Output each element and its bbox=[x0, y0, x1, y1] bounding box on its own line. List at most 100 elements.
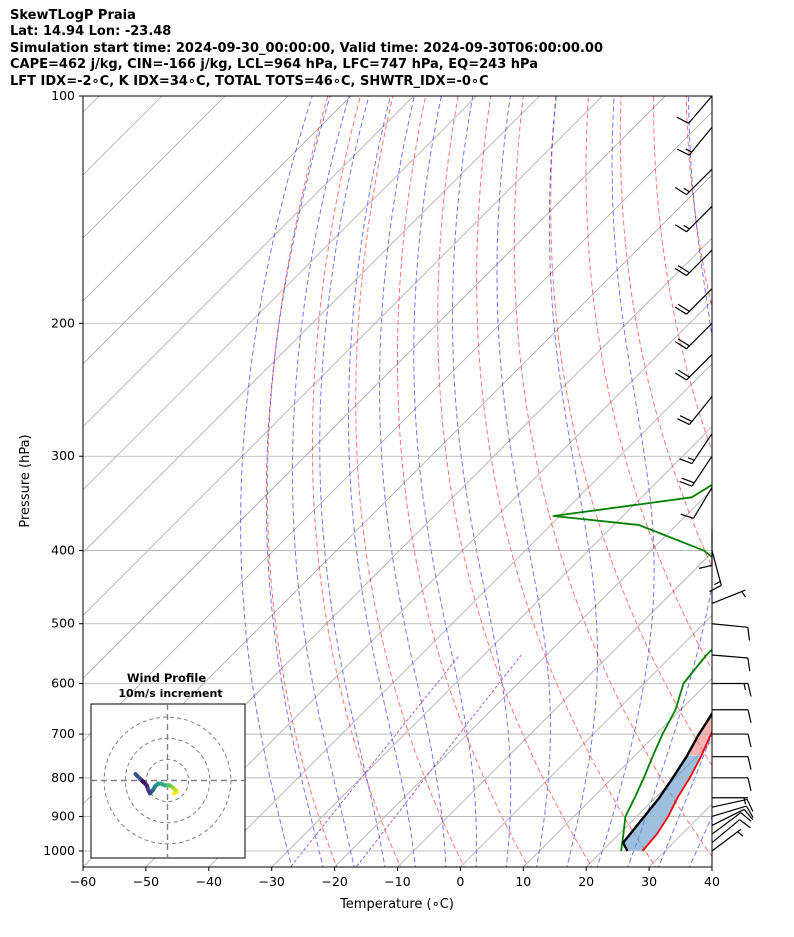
dry-adiabat-line bbox=[750, 79, 794, 870]
dry-adiabat-line bbox=[437, 96, 593, 867]
hodograph-title: Wind Profile bbox=[127, 671, 207, 685]
y-tick-label: 1000 bbox=[43, 843, 75, 858]
wind-barb bbox=[674, 288, 713, 315]
mixing-ratio-line bbox=[355, 654, 522, 867]
dry-adiabat-line bbox=[619, 96, 712, 569]
moist-adiabat-line bbox=[348, 96, 417, 867]
wind-barb-flag bbox=[674, 341, 687, 350]
wind-barb bbox=[711, 654, 751, 672]
wind-barb-flag bbox=[674, 267, 687, 277]
isotherm-line bbox=[334, 489, 712, 867]
dry-adiabat-line bbox=[311, 96, 402, 867]
wind-barb-shaft bbox=[711, 654, 748, 659]
wind-barb-shaft bbox=[691, 455, 713, 487]
wind-barb-half-flag bbox=[741, 591, 747, 598]
wind-barb-flag bbox=[698, 564, 713, 569]
wind-barb-flag bbox=[676, 116, 689, 124]
x-tick-label: −30 bbox=[259, 874, 285, 889]
wind-barb bbox=[712, 777, 752, 791]
wind-barb-shaft bbox=[711, 828, 742, 852]
wind-barb bbox=[676, 126, 713, 156]
wind-barb bbox=[711, 805, 754, 818]
wind-barb bbox=[679, 433, 713, 465]
wind-barb-flag bbox=[677, 369, 690, 378]
moist-adiabat-line bbox=[240, 96, 313, 867]
temperature-profile-line bbox=[641, 730, 712, 852]
dry-adiabat-line bbox=[476, 96, 657, 867]
moist-adiabat-line bbox=[451, 96, 512, 867]
isotherm-line bbox=[83, 96, 415, 428]
wind-barb bbox=[711, 808, 754, 826]
wind-barb-half-flag bbox=[683, 224, 690, 230]
hodograph-subtitle: 10m/s increment bbox=[118, 687, 222, 700]
x-tick-label: −20 bbox=[321, 874, 347, 889]
wind-barb-flag bbox=[677, 303, 690, 312]
y-axis-label: Pressure (hPa) bbox=[18, 434, 33, 527]
wind-barb bbox=[711, 828, 744, 852]
wind-barb-flag bbox=[747, 777, 752, 791]
wind-barb bbox=[711, 623, 751, 641]
x-axis-label: Temperature (∘C) bbox=[339, 897, 454, 912]
wind-barb bbox=[679, 455, 713, 487]
x-tick-label: −60 bbox=[70, 874, 96, 889]
wind-barb-shaft bbox=[711, 808, 745, 826]
profile-lines bbox=[552, 483, 712, 852]
title-line-times: Simulation start time: 2024-09-30_00:00:… bbox=[10, 40, 603, 56]
x-tick-label: −10 bbox=[384, 874, 410, 889]
wind-barb-flag bbox=[747, 683, 752, 697]
wind-barb-half-flag bbox=[687, 457, 695, 461]
y-tick-label: 200 bbox=[51, 315, 75, 330]
x-tick-label: 40 bbox=[704, 874, 720, 889]
dry-adiabat-line bbox=[585, 96, 712, 671]
wind-barb bbox=[680, 487, 713, 519]
x-tick-label: 0 bbox=[456, 874, 464, 889]
isotherm-line bbox=[83, 96, 541, 554]
wind-barb-flag bbox=[677, 265, 690, 274]
y-tick-label: 100 bbox=[51, 88, 75, 103]
x-axis: −60 −50 −40 −30 −20 −10 0 10 20 30 40 bbox=[70, 867, 720, 889]
hodograph-plot-area bbox=[91, 704, 245, 858]
wind-barb-shaft bbox=[711, 623, 748, 628]
wind-barb-flag bbox=[746, 799, 754, 812]
dry-adiabat-line bbox=[782, 79, 794, 870]
wind-barb-shaft bbox=[686, 205, 713, 233]
y-tick-label: 800 bbox=[51, 770, 75, 785]
dry-adiabat-line bbox=[653, 96, 712, 453]
wind-barb-shaft bbox=[711, 812, 742, 835]
x-tick-label: 10 bbox=[515, 874, 531, 889]
x-tick-label: −50 bbox=[133, 874, 159, 889]
moist-adiabat-line bbox=[548, 96, 598, 867]
isotherm-line bbox=[83, 96, 603, 616]
moist-adiabat-line bbox=[319, 96, 386, 867]
mixing-ratio-line bbox=[289, 654, 461, 867]
wind-barb bbox=[674, 249, 713, 277]
moist-adiabat-line bbox=[596, 96, 655, 867]
moist-adiabat-line bbox=[292, 96, 355, 867]
wind-barb-half-flag bbox=[685, 148, 693, 153]
wind-barb bbox=[711, 798, 754, 812]
isotherm-line bbox=[83, 96, 352, 365]
wind-barb-flag bbox=[745, 805, 754, 818]
title-line-cape: CAPE=462 j/kg, CIN=-166 j/kg, LCL=964 hP… bbox=[10, 57, 538, 73]
wind-barbs bbox=[674, 95, 754, 852]
wind-barb-shaft bbox=[686, 168, 713, 196]
hodograph-inset: Wind Profile 10m/s increment bbox=[90, 671, 246, 859]
wind-barb-flag bbox=[676, 148, 690, 156]
dry-adiabat-line bbox=[355, 96, 465, 867]
wind-barb-flag bbox=[681, 477, 695, 484]
wind-barb-half-flag bbox=[737, 831, 744, 837]
wind-barb-flag bbox=[680, 513, 694, 519]
y-axis: 100 200 300 400 500 600 700 800 900 1000 bbox=[43, 88, 83, 858]
wind-barb-shaft bbox=[686, 288, 713, 315]
wind-barb-shaft bbox=[711, 819, 741, 844]
wind-barb-flag bbox=[674, 224, 687, 233]
wind-barb-flag bbox=[747, 709, 752, 723]
hodograph-trace-segment bbox=[133, 772, 140, 778]
dry-adiabat-line bbox=[718, 79, 794, 870]
wind-barb-flag bbox=[743, 808, 754, 821]
dry-adiabat-line bbox=[397, 96, 529, 867]
wind-barb-half-flag bbox=[743, 797, 747, 805]
wind-barb-shaft bbox=[711, 805, 747, 818]
moist-adiabat-line bbox=[413, 96, 477, 867]
